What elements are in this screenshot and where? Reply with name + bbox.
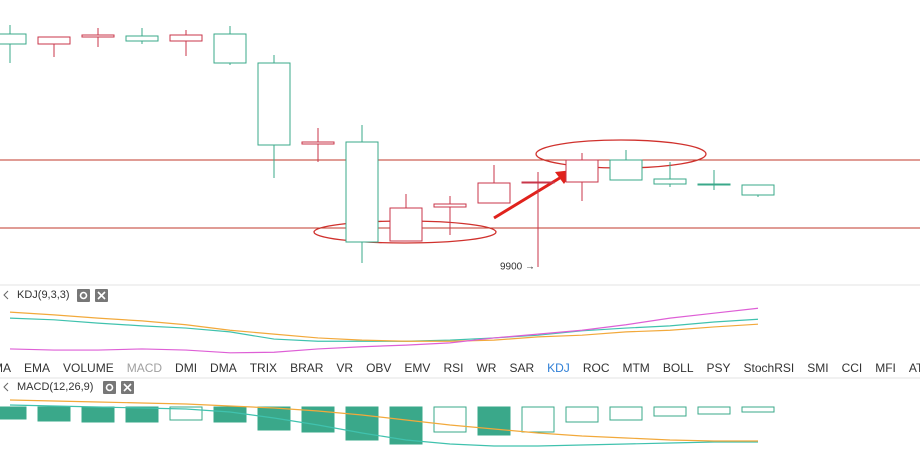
macd-bar xyxy=(521,406,555,433)
candle-body xyxy=(345,141,379,243)
candle-body xyxy=(0,33,27,45)
indicator-tab[interactable]: BOLL xyxy=(662,361,694,375)
macd-bar xyxy=(169,406,203,421)
macd-bar xyxy=(81,406,115,423)
indicator-tab[interactable]: SAR xyxy=(509,361,535,375)
collapse-icon[interactable] xyxy=(3,290,9,300)
pane-title: KDJ(9,3,3) xyxy=(17,289,70,301)
indicator-tab[interactable]: ATR xyxy=(908,361,920,375)
macd-bar xyxy=(565,406,599,423)
candle-body xyxy=(565,159,599,183)
indicator-tab[interactable]: BRAR xyxy=(290,361,324,375)
indicator-tab[interactable]: EMV xyxy=(404,361,431,375)
macd-bar xyxy=(125,406,159,423)
indicator-tab[interactable]: KDJ xyxy=(547,361,570,375)
candle-body xyxy=(433,203,467,208)
price-annotation: 9900 → xyxy=(500,262,535,273)
candle-body xyxy=(81,34,115,38)
close-icon xyxy=(97,291,106,300)
candle-body xyxy=(697,183,731,186)
candle-body xyxy=(125,35,159,42)
macd-bar xyxy=(213,406,247,423)
candle-body xyxy=(653,178,687,185)
macd-bar xyxy=(609,406,643,421)
candle-body xyxy=(169,34,203,42)
close-icon xyxy=(123,383,132,392)
gear-icon xyxy=(79,291,88,300)
pane-title: MACD(12,26,9) xyxy=(17,381,93,393)
indicator-tab[interactable]: SMI xyxy=(807,361,829,375)
macd-bar xyxy=(0,406,27,420)
indicator-tab[interactable]: OBV xyxy=(366,361,392,375)
settings-button[interactable] xyxy=(103,381,116,394)
indicator-line xyxy=(9,399,758,442)
macd-bar xyxy=(741,406,775,413)
indicator-tab[interactable]: StochRSI xyxy=(743,361,795,375)
indicator-tab[interactable]: MA xyxy=(0,361,11,375)
macd-bar xyxy=(697,406,731,415)
indicator-tab[interactable]: VR xyxy=(336,361,354,375)
macd-bar xyxy=(37,406,71,422)
indicator-tab[interactable]: RSI xyxy=(443,361,464,375)
indicator-tab[interactable]: EMA xyxy=(24,361,51,375)
indicator-tab[interactable]: MFI xyxy=(875,361,896,375)
gear-icon xyxy=(105,383,114,392)
indicator-tab[interactable]: TRIX xyxy=(249,361,278,375)
candle-body xyxy=(37,36,71,45)
indicator-tab[interactable]: MTM xyxy=(622,361,650,375)
indicator-tabs: MA EMA VOLUME MACD DMI DMA TRIX BRAR VR OBV EMV RSI… xyxy=(0,359,920,377)
indicator-line xyxy=(9,307,759,354)
indicator-tab[interactable]: WR xyxy=(476,361,497,375)
candle-body xyxy=(741,184,775,196)
indicator-line xyxy=(9,311,759,342)
indicator-tab[interactable]: CCI xyxy=(841,361,863,375)
settings-button[interactable] xyxy=(77,289,90,302)
candle-body xyxy=(389,207,423,242)
candle-body xyxy=(521,181,555,184)
indicator-tab[interactable]: MACD xyxy=(126,361,163,375)
macd-header: MACD(12,26,9) xyxy=(3,381,134,394)
candle-body xyxy=(301,141,335,145)
candle-body xyxy=(213,33,247,64)
candle-body xyxy=(257,62,291,146)
macd-bar xyxy=(433,406,467,433)
indicator-tab[interactable]: ROC xyxy=(582,361,610,375)
indicator-tab[interactable]: DMA xyxy=(210,361,237,375)
candle-body xyxy=(609,159,643,181)
indicator-tab[interactable]: VOLUME xyxy=(63,361,114,375)
indicator-tab[interactable]: DMI xyxy=(175,361,198,375)
collapse-icon[interactable] xyxy=(3,382,9,392)
indicator-tab[interactable]: PSY xyxy=(706,361,731,375)
candle-body xyxy=(477,182,511,204)
macd-bar xyxy=(477,406,511,436)
macd-bar xyxy=(653,406,687,417)
kdj-header: KDJ(9,3,3) xyxy=(3,289,108,302)
indicator-line xyxy=(9,404,758,447)
